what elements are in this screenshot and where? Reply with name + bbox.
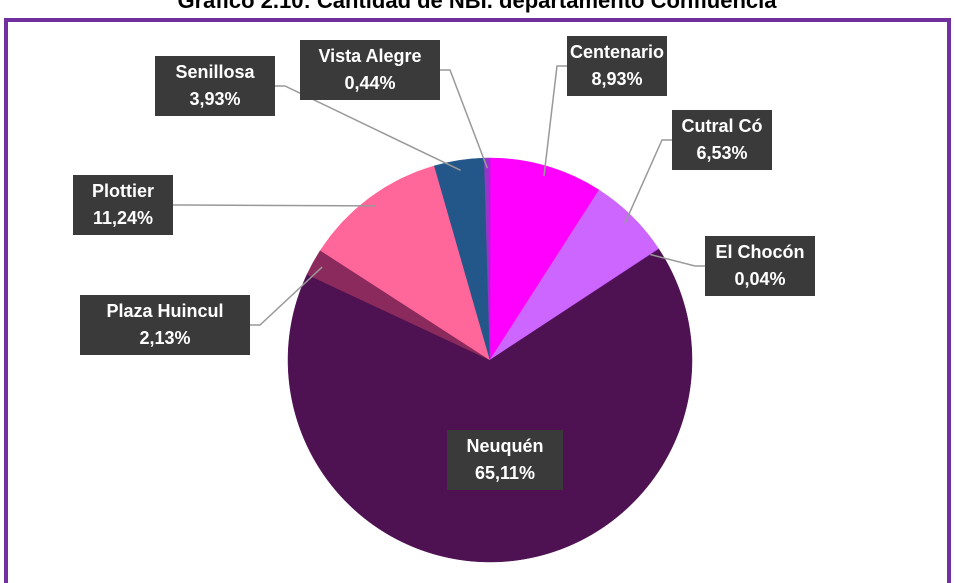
label-box [705,236,815,296]
label-box [567,36,667,96]
pie-slice [484,157,491,361]
label-value: 0,44% [344,73,395,93]
label-value: 0,04% [734,269,785,289]
label-box [300,40,440,100]
label-box [80,295,250,355]
leader-line [624,139,672,224]
label-value: 8,93% [591,69,642,89]
leader-line [650,253,705,267]
pie-slice [489,157,600,361]
label-name: Centenario [570,42,664,62]
label-value: 2,13% [139,328,190,348]
label-value: 65,11% [475,463,535,483]
pie-slice [287,248,693,563]
label-value: 11,24% [93,208,153,228]
label-value: 3,93% [189,89,240,109]
label-name: Plaza Huincul [106,301,223,321]
leader-line [250,266,323,326]
pie-slice [319,165,491,361]
leader-line [275,85,461,172]
label-box [73,175,173,235]
label-name: Cutral Có [682,116,763,136]
label-box [672,110,772,170]
label-name: Senillosa [175,62,255,82]
label-name: Vista Alegre [318,46,421,66]
label-box [447,430,563,490]
leader-line [173,204,376,207]
chart-title: Gráfico 2.10: Cantidad de NBI. departame… [178,0,778,13]
label-box [155,56,275,116]
label-value: 6,53% [696,143,747,163]
label-name: El Chocón [716,242,805,262]
label-name: Plottier [92,181,154,201]
leader-line [543,65,567,176]
leader-line [440,69,489,169]
label-name: Neuquén [466,436,543,456]
